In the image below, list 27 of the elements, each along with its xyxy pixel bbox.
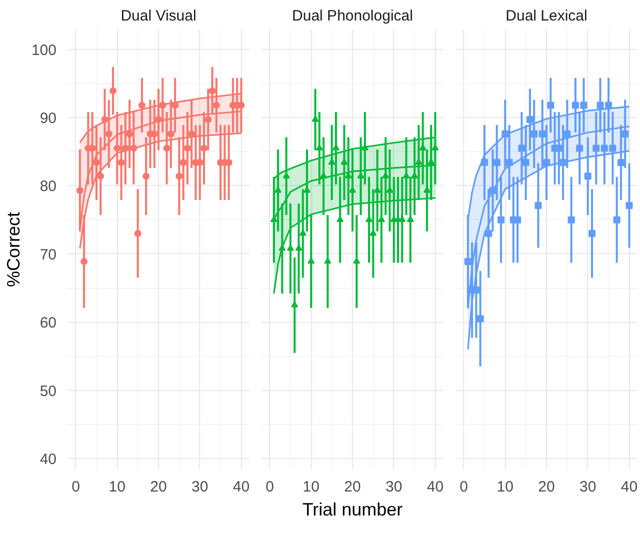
x-tick-label: 0 xyxy=(72,478,80,496)
x-tick-label: 30 xyxy=(580,478,596,496)
y-axis-title: %Correct xyxy=(3,212,24,288)
chart-title: Dual Visual xyxy=(120,8,196,24)
y-tick-label: 70 xyxy=(40,246,57,264)
x-tick-label: 0 xyxy=(460,478,468,496)
x-tick-label: 10 xyxy=(496,478,514,496)
y-tick-label: 100 xyxy=(31,42,57,59)
y-tick-label: 40 xyxy=(40,451,57,468)
x-tick-label: 30 xyxy=(192,478,208,496)
x-tick-label: 30 xyxy=(386,478,402,496)
x-tick-label: 10 xyxy=(302,478,320,496)
x-axis-title: Trial number xyxy=(302,500,403,520)
chart-title: Dual Phonological xyxy=(292,8,413,24)
x-tick-label: 20 xyxy=(538,478,555,496)
x-tick-label: 20 xyxy=(150,478,167,496)
x-tick-label: 40 xyxy=(232,478,250,496)
x-tick-label: 0 xyxy=(266,478,274,496)
x-tick-label: 10 xyxy=(108,478,126,496)
y-tick-label: 80 xyxy=(40,178,57,196)
y-tick-label: 50 xyxy=(40,382,57,400)
x-tick-label: 40 xyxy=(620,478,638,496)
x-tick-label: 20 xyxy=(344,478,361,496)
x-tick-label: 40 xyxy=(426,478,444,496)
y-tick-label: 60 xyxy=(40,314,57,332)
chart-title: Dual Lexical xyxy=(506,8,588,24)
y-tick-label: 90 xyxy=(40,110,57,127)
